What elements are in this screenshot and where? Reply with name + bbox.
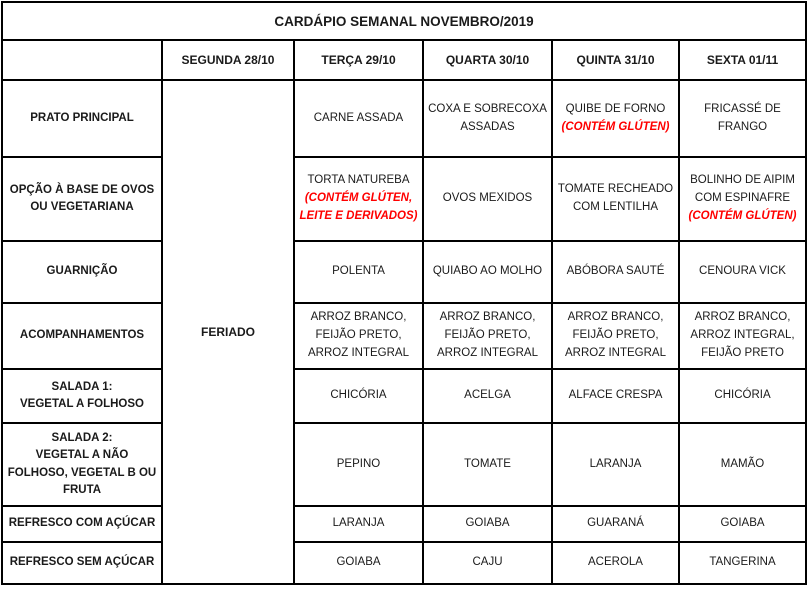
menu-cell: LARANJA [551,422,680,507]
menu-cell: LARANJA [293,505,424,543]
menu-item-text: TANGERINA [709,556,776,569]
menu-item-text: ARROZ BRANCO, FEIJÃO PRETO, ARROZ INTEGR… [437,311,538,359]
menu-item-text: ARROZ BRANCO, FEIJÃO PRETO, ARROZ INTEGR… [565,311,666,359]
row-label: GUARNIÇÃO [1,240,163,304]
day-header-row: SEGUNDA 28/10 TERÇA 29/10 QUARTA 30/10 Q… [1,39,808,81]
row-label: SALADA 1: VEGETAL A FOLHOSO [1,368,163,424]
menu-item-text: TOMATE [464,457,511,470]
menu-item-text: ARROZ BRANCO, ARROZ INTEGRAL, FEIJÃO PRE… [690,311,795,359]
table-row: SALADA 1: VEGETAL A FOLHOSO CHICÓRIA ACE… [1,368,808,424]
menu-cell: MAMÃO [677,422,808,507]
menu-item-text: ACEROLA [588,556,643,569]
menu-cell: CHICÓRIA [293,368,424,424]
day-header-segunda: SEGUNDA 28/10 [161,39,295,81]
menu-item-text: CENOURA VICK [699,265,786,278]
menu-item-text: GOIABA [720,517,765,530]
menu-cell: ACEROLA [551,541,680,585]
menu-cell: GOIABA [293,541,424,585]
menu-item-text: GUARANÁ [587,517,644,530]
menu-cell: TOMATE RECHEADO COM LENTILHA [551,156,680,242]
menu-cell: CARNE ASSADA [293,79,424,158]
day-header-terca: TERÇA 29/10 [293,39,424,81]
menu-cell: GUARANÁ [551,505,680,543]
menu-cell: GOIABA [677,505,808,543]
menu-cell: POLENTA [293,240,424,304]
menu-cell: QUIABO AO MOLHO [422,240,553,304]
menu-item-text: LARANJA [332,517,385,530]
menu-item-text: QUIBE DE FORNO [565,102,666,115]
menu-cell: CHICÓRIA [677,368,808,424]
menu-cell: ARROZ BRANCO, FEIJÃO PRETO, ARROZ INTEGR… [422,302,553,370]
menu-cell: TORTA NATUREBA (CONTÉM GLÚTEN, LEITE E DE… [293,156,424,242]
menu-cell: ABÓBORA SAUTÉ [551,240,680,304]
menu-item-text: ABÓBORA SAUTÉ [566,265,665,278]
menu-cell: CENOURA VICK [677,240,808,304]
menu-item-text: CARNE ASSADA [313,111,404,124]
allergen-note: (CONTÉM GLÚTEN) [688,209,797,222]
menu-cell: TOMATE [422,422,553,507]
table-row: PRATO PRINCIPAL FERIADO CARNE ASSADA COX… [1,79,808,585]
table-row: SALADA 2: VEGETAL A NÃO FOLHOSO, VEGETAL… [1,422,808,507]
corner-cell [1,39,163,81]
menu-item-text: COXA E SOBRECOXA ASSADAS [428,102,547,133]
menu-item-text: POLENTA [332,265,385,278]
menu-cell: CAJU [422,541,553,585]
menu-item-text: ACELGA [464,389,511,402]
menu-item-text: CAJU [472,556,503,569]
menu-item-text: TORTA NATUREBA [307,174,410,187]
day-header-quinta: QUINTA 31/10 [551,39,680,81]
menu-item-text: MAMÃO [720,457,765,470]
menu-item-text: GOIABA [336,556,381,569]
allergen-note: (CONTÉM GLÚTEN, LEITE E DERIVADOS) [299,192,418,222]
menu-item-text: TOMATE RECHEADO COM LENTILHA [557,183,674,213]
row-label: REFRESCO COM AÇÚCAR [1,505,163,543]
menu-item-text: LARANJA [589,457,642,470]
table-row: REFRESCO SEM AÇÚCAR GOIABA CAJU ACEROLA … [1,541,808,585]
menu-item-text: ALFACE CRESPA [568,389,663,402]
holiday-cell: FERIADO [161,79,295,585]
page-title: CARDÁPIO SEMANAL NOVEMBRO/2019 [0,1,808,41]
menu-item-text: CHICÓRIA [714,389,771,402]
menu-item-text: PEPINO [336,457,381,470]
menu-item-text: QUIABO AO MOLHO [432,265,543,278]
menu-cell: BOLINHO DE AIPIM COM ESPINAFRE (CONTÉM GL… [677,156,808,242]
menu-cell: COXA E SOBRECOXA ASSADAS [422,79,553,158]
menu-cell: PEPINO [293,422,424,507]
table-row: REFRESCO COM AÇÚCAR LARANJA GOIABA GUARA… [1,505,808,543]
menu-cell: ARROZ BRANCO, ARROZ INTEGRAL, FEIJÃO PRE… [677,302,808,370]
menu-item-text: FRICASSÉ DE FRANGO [704,102,781,133]
row-label: SALADA 2: VEGETAL A NÃO FOLHOSO, VEGETAL… [1,422,163,507]
menu-item-text: CHICÓRIA [330,389,387,402]
table-row: OPÇÃO À BASE DE OVOS OU VEGETARIANA TORT… [1,156,808,242]
menu-item-text: GOIABA [465,517,510,530]
menu-item-text: OVOS MEXIDOS [442,192,533,205]
row-label: PRATO PRINCIPAL [1,79,163,158]
title-row: CARDÁPIO SEMANAL NOVEMBRO/2019 [0,1,808,41]
row-label: ACOMPANHAMENTOS [1,302,163,370]
menu-item-text: BOLINHO DE AIPIM COM ESPINAFRE [690,174,795,205]
menu-cell: ALFACE CRESPA [551,368,680,424]
row-label: OPÇÃO À BASE DE OVOS OU VEGETARIANA [1,156,163,242]
allergen-note: (CONTÉM GLÚTEN) [561,120,670,133]
menu-cell: OVOS MEXIDOS [422,156,553,242]
menu-cell: TANGERINA [677,541,808,585]
day-header-quarta: QUARTA 30/10 [422,39,553,81]
menu-cell: ACELGA [422,368,553,424]
table-row: GUARNIÇÃO POLENTA QUIABO AO MOLHO ABÓBOR… [1,240,808,304]
menu-cell: FRICASSÉ DE FRANGO [677,79,808,158]
row-label: REFRESCO SEM AÇÚCAR [1,541,163,585]
table-row: ACOMPANHAMENTOS ARROZ BRANCO, FEIJÃO PRE… [1,302,808,370]
day-header-sexta: SEXTA 01/11 [677,39,808,81]
menu-cell: ARROZ BRANCO, FEIJÃO PRETO, ARROZ INTEGR… [293,302,424,370]
menu-item-text: ARROZ BRANCO, FEIJÃO PRETO, ARROZ INTEGR… [308,311,409,359]
menu-cell: QUIBE DE FORNO (CONTÉM GLÚTEN) [551,79,680,158]
menu-cell: GOIABA [422,505,553,543]
menu-cell: ARROZ BRANCO, FEIJÃO PRETO, ARROZ INTEGR… [551,302,680,370]
